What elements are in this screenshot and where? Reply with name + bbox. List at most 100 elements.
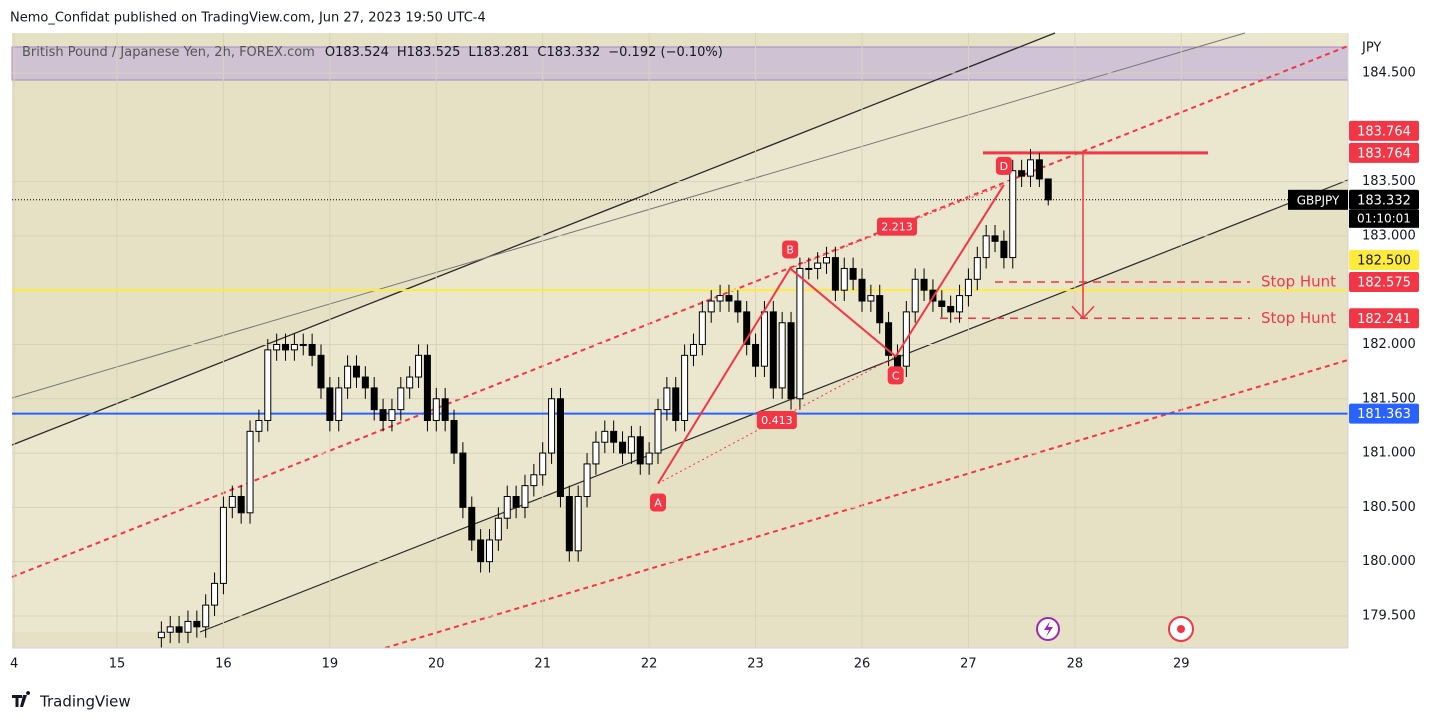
price-tag-label: 182.575 <box>1357 276 1411 291</box>
pattern-ratio-line <box>789 184 1005 269</box>
candle-body <box>805 267 813 270</box>
candle-body <box>831 257 839 291</box>
candle-body <box>716 295 724 302</box>
price-tag <box>1349 189 1419 210</box>
key: H <box>397 45 407 60</box>
candle-body <box>752 343 760 367</box>
candle-body <box>689 343 697 356</box>
candle-body <box>885 322 893 356</box>
candle-body <box>725 295 733 302</box>
candle-body <box>432 398 440 421</box>
price-tag-label: 183.764 <box>1357 146 1411 161</box>
ratio-box <box>877 217 918 236</box>
candle-body <box>450 419 458 454</box>
price-tag-label: 182.241 <box>1357 312 1411 327</box>
value: 183.281 <box>476 45 530 60</box>
zone <box>11 46 1349 81</box>
candle-body <box>441 398 449 421</box>
candle-body <box>698 311 706 345</box>
trend-line <box>11 32 1246 399</box>
candle-body <box>672 387 680 421</box>
currency: JPY <box>1361 41 1381 56</box>
candle-body <box>308 343 316 356</box>
candle-body <box>1000 240 1008 259</box>
x-tick-label: 26 <box>854 657 871 672</box>
point-label: C <box>892 369 900 382</box>
y-tick-label: 181.000 <box>1362 446 1416 461</box>
ratio-label: 2.213 <box>881 221 913 234</box>
candle-body <box>548 398 556 454</box>
channel-line <box>11 45 1349 578</box>
candle-body <box>255 419 263 432</box>
candle-body <box>246 430 254 514</box>
candle-body <box>184 620 192 633</box>
candle-body <box>406 376 414 389</box>
countdown: 01:10:01 <box>1357 211 1411 225</box>
ratio-label: 0.413 <box>761 414 793 427</box>
annotation: Stop Hunt <box>1261 273 1336 291</box>
price-tag <box>1349 308 1419 329</box>
point-box <box>887 366 904 385</box>
candle-body <box>397 387 405 411</box>
candle-body <box>388 409 396 421</box>
candle-body <box>485 539 493 563</box>
price-tag-label: 182.500 <box>1357 254 1411 269</box>
value: 183.524 <box>335 45 389 60</box>
candle-body <box>636 436 644 465</box>
point-label: B <box>786 243 794 256</box>
candle-body <box>663 387 671 411</box>
y-tick-label: 180.500 <box>1362 500 1416 515</box>
candle-body <box>237 496 245 514</box>
candle-body <box>468 506 476 541</box>
y-tick-label: 181.500 <box>1362 391 1416 406</box>
point-box <box>782 240 799 259</box>
candle-body <box>477 539 485 563</box>
key: L <box>468 45 476 60</box>
candle-body <box>1018 170 1026 177</box>
candle-body <box>911 278 919 313</box>
key: C <box>537 45 546 60</box>
candle-body <box>982 235 990 259</box>
candle-body <box>290 343 298 351</box>
candle-body <box>654 409 662 454</box>
pattern-line <box>657 184 1005 484</box>
candle-body <box>681 354 689 421</box>
brand: TradingView <box>39 693 131 711</box>
candle-body <box>1044 178 1052 201</box>
candle-body <box>556 398 564 498</box>
countdown-tag <box>1349 209 1419 228</box>
point-label: D <box>1000 160 1008 173</box>
plot: Stop Hunt Stop Hunt 0.413 2.213 A B C D <box>12 33 1348 649</box>
price-tag <box>1349 120 1419 141</box>
candle-body <box>282 343 290 351</box>
candle-body <box>610 430 618 443</box>
candle-body <box>823 257 831 264</box>
trend-line <box>11 32 1056 446</box>
x-tick-label: 28 <box>1067 657 1084 672</box>
point-box <box>650 493 667 512</box>
candle-body <box>796 267 804 400</box>
x-tick-label: 15 <box>109 657 126 672</box>
y-tick-label: 180.000 <box>1362 554 1416 569</box>
ratio-box <box>756 410 797 429</box>
candle-body <box>769 311 777 389</box>
candle-body <box>876 295 884 324</box>
x-tick-label: 4 <box>10 657 18 672</box>
y-tick-label: 183.000 <box>1362 228 1416 243</box>
candle-body <box>707 300 715 313</box>
candle-body <box>379 409 387 421</box>
price-tag-label: 181.363 <box>1357 407 1411 422</box>
candle-body <box>264 349 272 421</box>
price-tag <box>1349 403 1419 424</box>
candle-body <box>166 626 174 633</box>
x-tick-label: 23 <box>747 657 764 672</box>
candle-body <box>619 441 627 454</box>
key: O <box>325 45 335 60</box>
candle-body <box>335 387 343 421</box>
price-tag-label: 183.332 <box>1357 193 1411 208</box>
price-tag <box>1349 142 1419 163</box>
candle-body <box>814 262 822 269</box>
candle-body <box>459 452 467 508</box>
symbol-tag <box>1288 189 1348 210</box>
candle-body <box>370 387 378 411</box>
